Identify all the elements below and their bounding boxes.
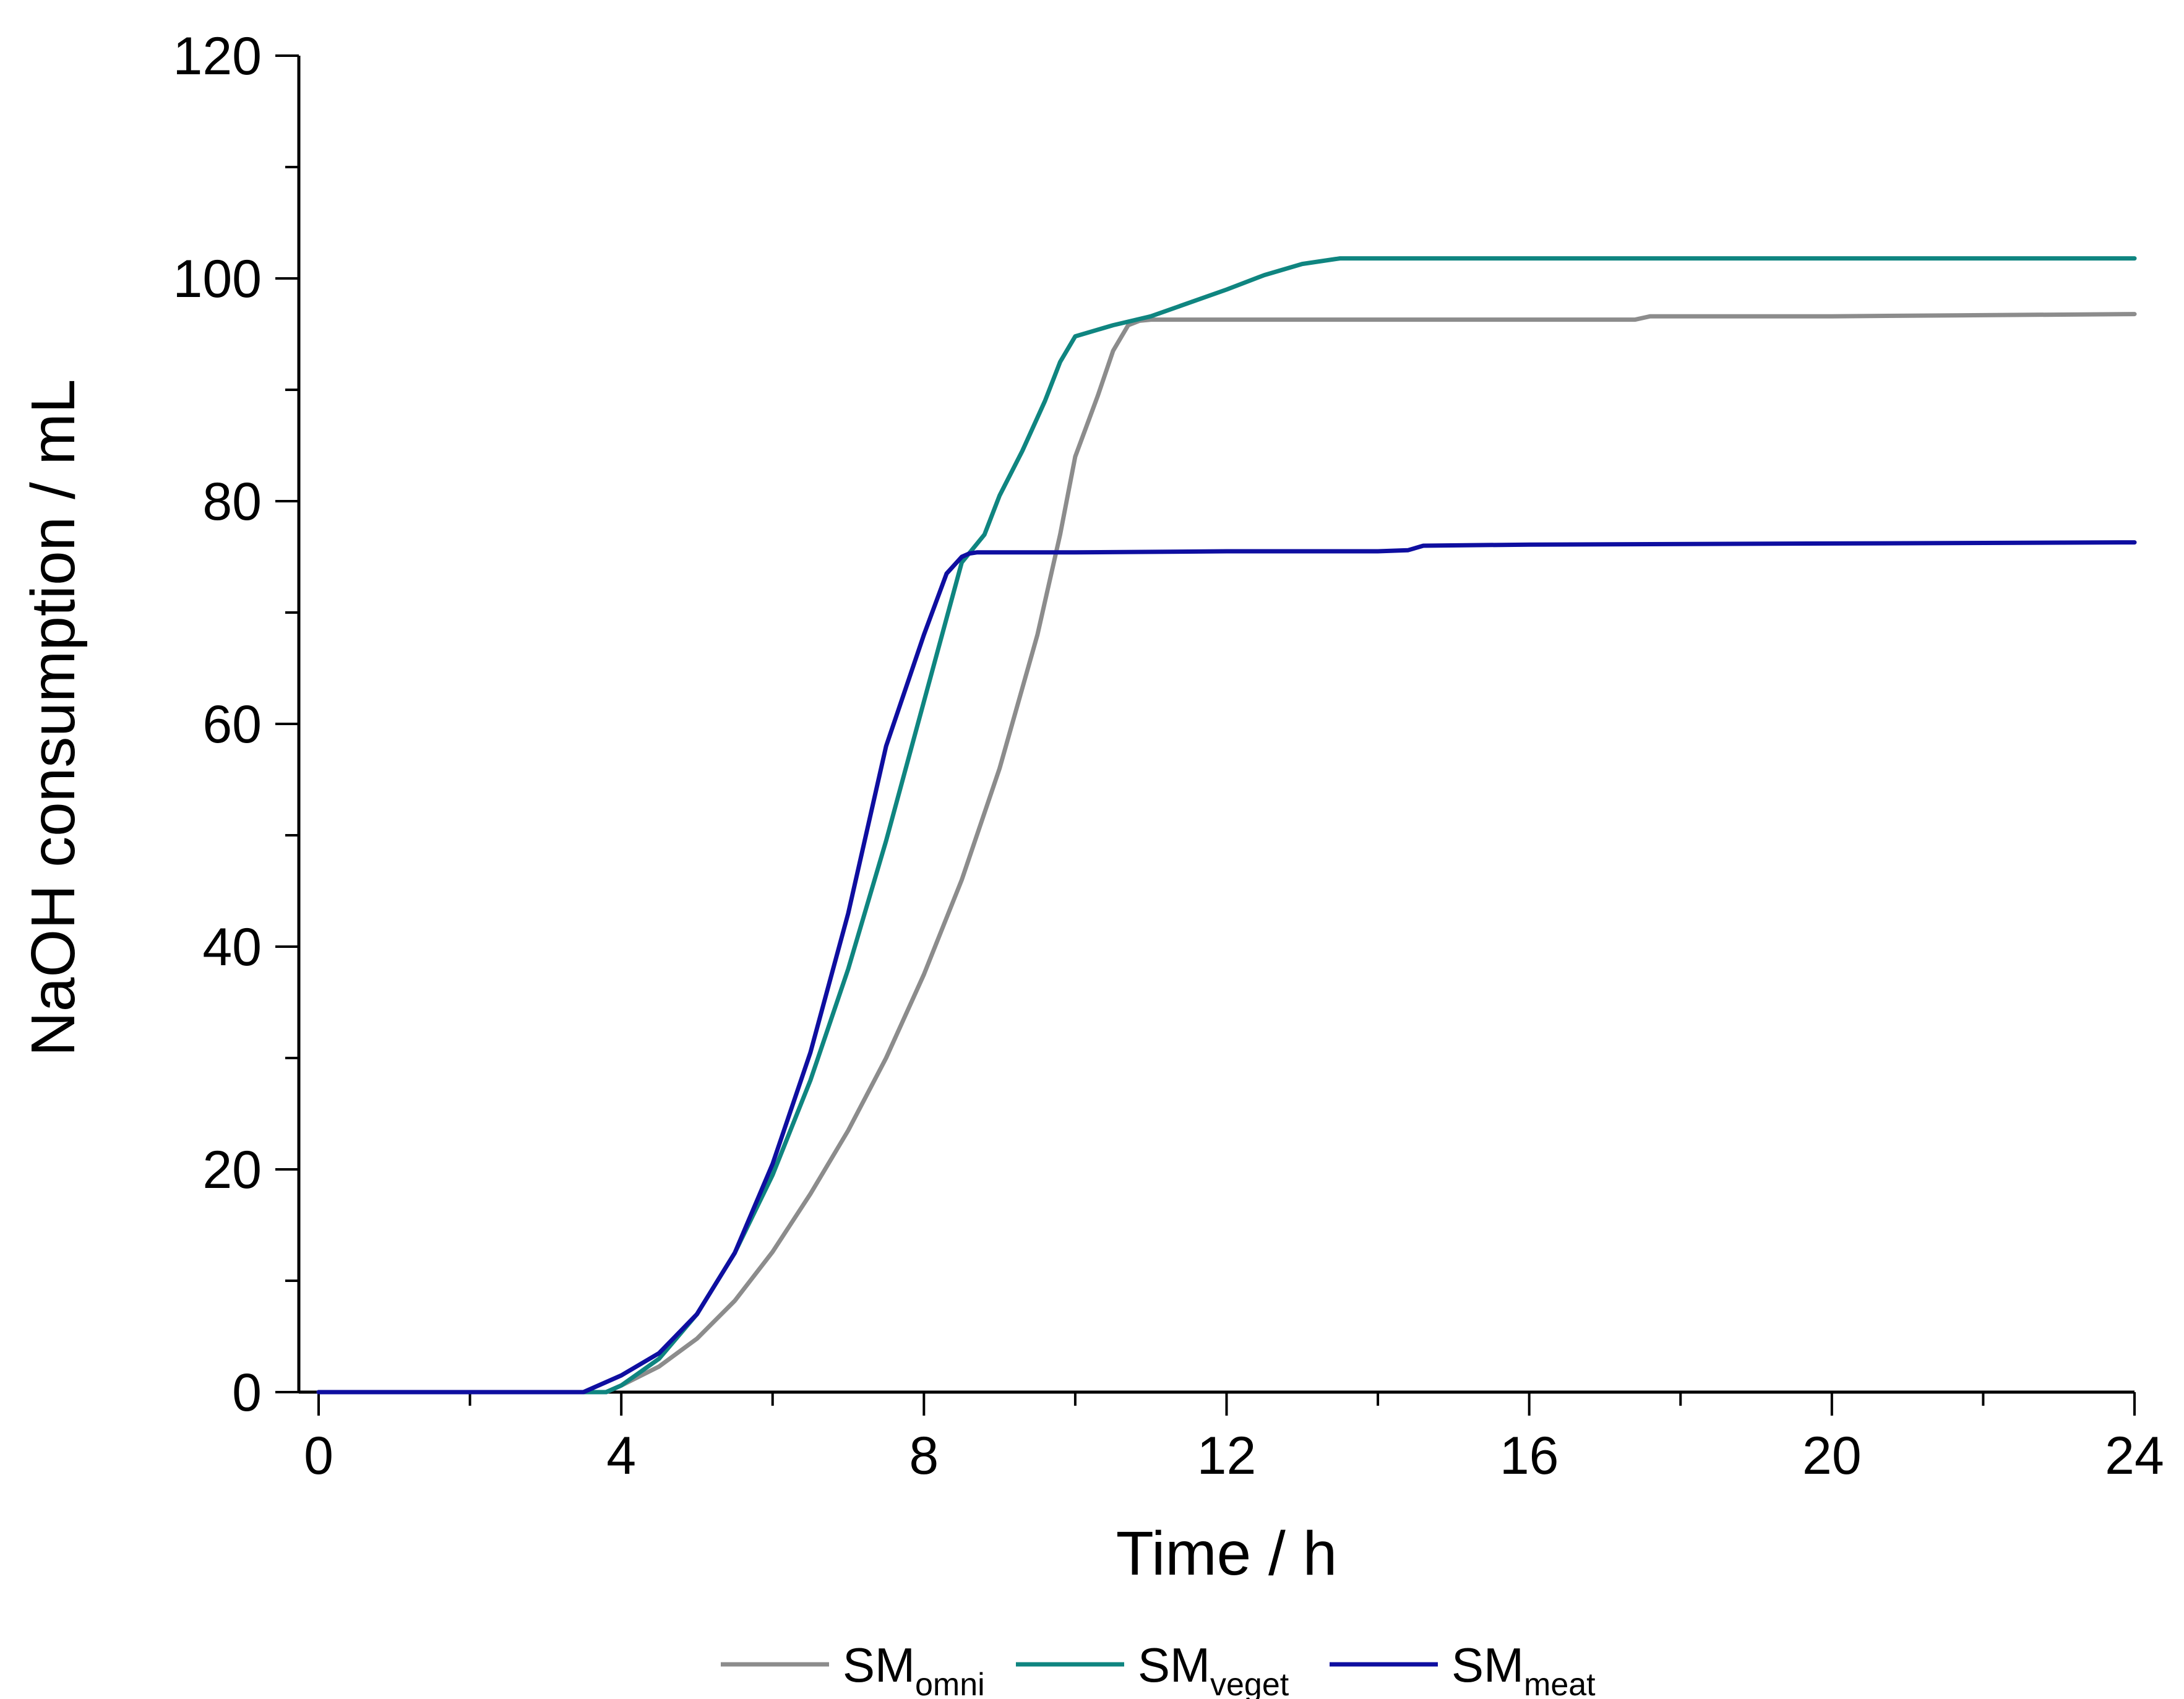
x-tick-label: 8 bbox=[909, 1426, 939, 1486]
legend-item-SMveget: SMveget bbox=[1016, 1638, 1289, 1699]
legend-label: SMveget bbox=[1138, 1638, 1289, 1699]
x-tick-label: 4 bbox=[606, 1426, 636, 1486]
y-tick-label: 80 bbox=[202, 472, 262, 531]
y-tick-label: 20 bbox=[202, 1140, 262, 1200]
legend-label: SMmeat bbox=[1451, 1638, 1596, 1699]
series-line-SMveget bbox=[316, 256, 2137, 1395]
y-tick-label: 0 bbox=[232, 1363, 262, 1422]
x-tick-label: 24 bbox=[2105, 1426, 2164, 1486]
y-tick-label: 120 bbox=[173, 27, 262, 86]
legend-label: SMomni bbox=[843, 1638, 985, 1699]
y-axis-title: NaOH consumption / mL bbox=[19, 379, 88, 1057]
x-tick-label: 20 bbox=[1802, 1426, 1862, 1486]
y-tick-label: 60 bbox=[202, 695, 262, 754]
x-tick-label: 16 bbox=[1500, 1426, 1559, 1486]
y-axis-ticks: 0 20 40 60 80 100 120 bbox=[173, 27, 299, 1422]
series-lines bbox=[316, 256, 2137, 1395]
x-axis-title: Time / h bbox=[1116, 1519, 1337, 1588]
x-tick-label: 0 bbox=[304, 1426, 333, 1486]
x-axis-ticks: 0 4 8 12 16 20 24 bbox=[304, 1392, 2164, 1486]
legend: SMomni SMveget SMmeat bbox=[721, 1638, 1596, 1699]
series-line-SMmeat bbox=[316, 540, 2137, 1395]
legend-item-SMomni: SMomni bbox=[721, 1638, 985, 1699]
legend-item-SMmeat: SMmeat bbox=[1330, 1638, 1596, 1699]
x-tick-label: 12 bbox=[1197, 1426, 1257, 1486]
y-tick-label: 40 bbox=[202, 918, 262, 977]
y-tick-label: 100 bbox=[173, 249, 262, 309]
series-line-SMomni bbox=[316, 312, 2137, 1395]
plot-area: 0 4 8 12 16 20 24 0 20 40 60 80 100 120 bbox=[173, 27, 2164, 1486]
